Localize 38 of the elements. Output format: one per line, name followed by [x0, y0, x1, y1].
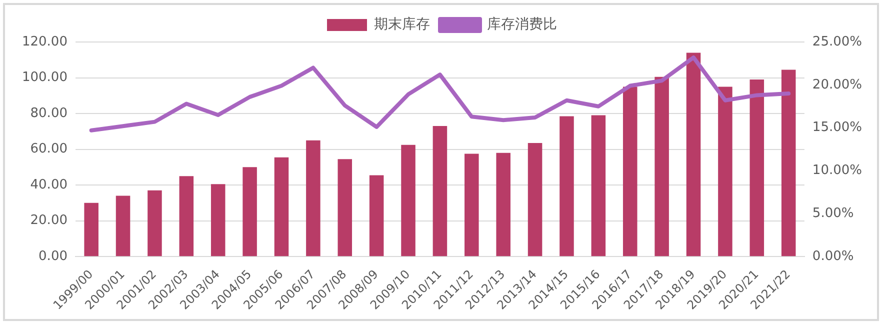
bar [560, 116, 574, 256]
y-tick-label: 0.00 [38, 248, 68, 264]
bar [242, 167, 257, 256]
bar [179, 176, 194, 256]
bar [464, 154, 479, 256]
bar [496, 152, 510, 256]
y2-tick-label: 5.00% [812, 206, 854, 222]
bar [148, 190, 162, 256]
bar [781, 70, 796, 256]
bar [528, 143, 542, 256]
bar [718, 86, 732, 256]
y-tick-label: 120.00 [22, 34, 68, 50]
bar [369, 175, 384, 256]
bar [654, 76, 669, 256]
bar [432, 126, 448, 256]
y-tick-label: 100.00 [22, 70, 68, 86]
y-tick-label: 60.00 [30, 142, 68, 157]
legend-label: 库存消费比 [487, 16, 557, 33]
y2-tick-label: 10.00% [812, 163, 862, 178]
y2-tick-label: 0.00% [812, 248, 854, 264]
y-tick-label: 40.00 [30, 177, 68, 192]
bar [274, 157, 289, 256]
bar [338, 159, 352, 256]
bar [116, 196, 130, 256]
bar [210, 184, 226, 256]
bar [401, 144, 416, 256]
y-tick-label: 80.00 [30, 106, 68, 121]
y2-tick-label: 15.00% [812, 120, 862, 136]
bar [84, 202, 98, 256]
legend-label: 期末库存 [374, 16, 430, 33]
bar [306, 140, 320, 256]
bar [750, 80, 764, 256]
bar [591, 115, 606, 256]
bar [686, 52, 701, 256]
bar [622, 86, 638, 256]
y2-tick-label: 20.00% [812, 77, 862, 92]
y-tick-label: 20.00 [30, 213, 68, 228]
y2-tick-label: 25.00% [812, 34, 862, 50]
